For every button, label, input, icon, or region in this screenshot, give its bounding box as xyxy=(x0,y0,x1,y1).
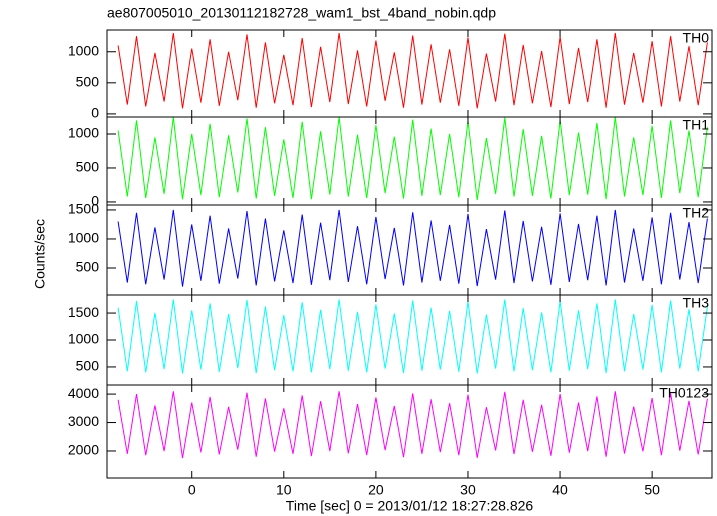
x-tick-label: 0 xyxy=(188,482,196,498)
light-curve xyxy=(117,33,708,109)
panel-label: TH3 xyxy=(683,295,710,311)
x-tick-label: 50 xyxy=(644,482,660,498)
x-tick-label: 30 xyxy=(460,482,476,498)
y-tick-label: 500 xyxy=(76,358,100,374)
panel-label: TH0123 xyxy=(659,385,709,401)
light-curve xyxy=(117,299,708,374)
light-curve xyxy=(117,391,708,459)
panel-label: TH2 xyxy=(683,205,710,221)
y-tick-label: 4000 xyxy=(68,385,99,401)
light-curve xyxy=(117,209,708,287)
y-tick-label: 3000 xyxy=(68,413,99,429)
y-tick-label: 500 xyxy=(76,74,100,90)
chart-title: ae807005010_20130112182728_wam1_bst_4ban… xyxy=(107,5,496,21)
y-tick-label: 1500 xyxy=(68,304,99,320)
y-tick-label: 500 xyxy=(76,159,100,175)
y-tick-label: 1000 xyxy=(68,42,99,58)
y-tick-label: 0 xyxy=(91,193,99,209)
light-curve xyxy=(117,116,708,200)
panel-frame xyxy=(106,384,713,479)
panel-label: TH1 xyxy=(683,117,710,133)
y-tick-label: 1500 xyxy=(68,201,99,217)
y-tick-label: 2000 xyxy=(68,442,99,458)
y-tick-label: 500 xyxy=(76,259,100,275)
y-tick-label: 0 xyxy=(91,105,99,121)
y-tick-label: 1000 xyxy=(68,331,99,347)
x-axis-label: Time [sec] 0 = 2013/01/12 18:27:28.826 xyxy=(286,498,534,514)
x-tick-label: 20 xyxy=(368,482,384,498)
x-tick-label: 40 xyxy=(552,482,568,498)
y-tick-label: 1000 xyxy=(68,230,99,246)
x-tick-label: 10 xyxy=(276,482,292,498)
y-axis-label: Counts/sec xyxy=(32,219,48,289)
y-tick-label: 1000 xyxy=(68,125,99,141)
panel-label: TH0 xyxy=(683,30,710,46)
